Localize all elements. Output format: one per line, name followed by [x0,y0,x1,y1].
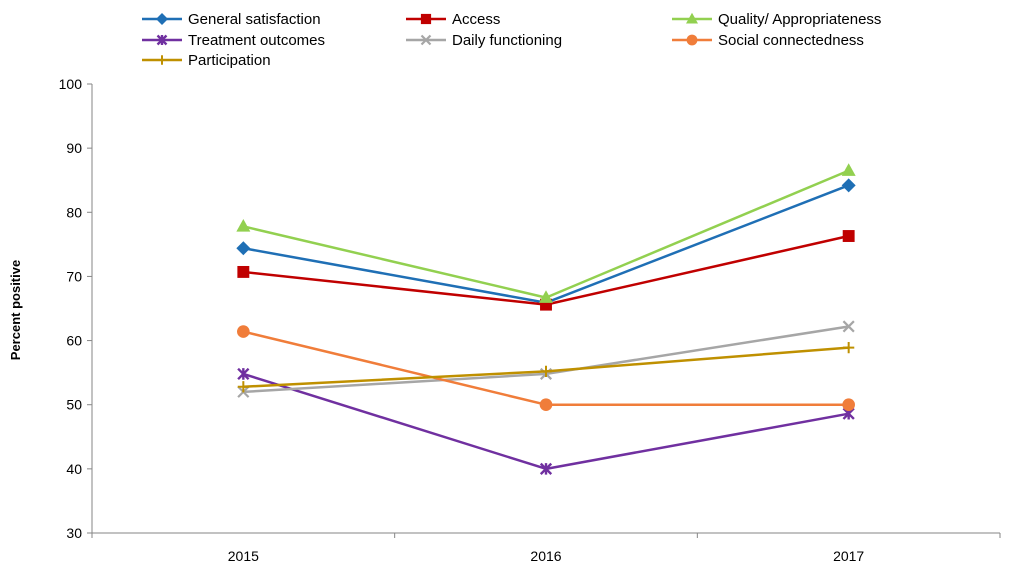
data-point-marker [236,219,251,232]
series-line [243,184,850,304]
data-point-marker [841,178,856,193]
x-axis: 2015 2016 2017 [91,532,1001,564]
data-point-marker [842,398,855,412]
data-point-marker [686,34,698,46]
data-point-marker [540,298,552,311]
y-tick-label: 100 [59,76,83,92]
data-point-marker [237,265,250,278]
legend-item: Quality/ Appropriateness [672,11,881,28]
legend-item: Social connectedness [672,32,864,49]
data-point-marker [539,290,553,303]
y-tick-label: 80 [66,204,82,220]
y-tick-label: 50 [66,397,82,413]
data-point-marker [156,13,168,25]
legend-item: General satisfaction [142,11,321,28]
legend-label: General satisfaction [188,11,321,28]
data-point-marker [686,12,698,24]
series-general-satisfaction [236,178,856,310]
series-access [237,230,855,311]
y-tick-label: 40 [66,461,82,477]
legend-label: Participation [188,52,271,69]
series-treatment-outcomes [237,367,855,475]
data-point-marker [237,325,250,338]
legend: General satisfaction Access Quality/ Appro… [142,11,881,69]
data-point-marker [843,342,855,354]
data-point-marker [237,367,250,381]
series-line [242,372,849,471]
y-tick-label: 90 [66,140,82,156]
series-daily-functioning [237,320,855,398]
x-tick-label: 2017 [833,548,864,564]
legend-item: Participation [142,52,271,69]
legend-label: Treatment outcomes [188,32,325,49]
legend-item: Treatment outcomes [142,32,325,49]
series-line [243,169,850,299]
series-quality-appropriateness [236,163,856,303]
data-point-marker [157,55,167,65]
data-point-marker [842,320,855,333]
data-point-marker [236,241,251,256]
legend-label: Daily functioning [452,32,562,49]
y-tick-label: 60 [66,333,82,349]
data-point-marker [842,230,855,242]
data-point-marker [540,365,552,377]
data-point-marker [237,381,249,393]
legend-label: Social connectedness [718,32,864,49]
data-point-marker [420,34,432,46]
legend-item: Access [406,11,500,28]
legend-label: Access [452,11,500,28]
data-point-marker [539,398,553,412]
x-tick-label: 2016 [530,548,561,564]
series-social-connectedness [237,325,855,412]
x-tick-label: 2015 [228,548,259,564]
legend-label: Quality/ Appropriateness [718,11,881,28]
data-point-marker [841,163,856,176]
y-tick-label: 30 [66,525,82,541]
plot-area [236,163,856,475]
data-point-marker [420,13,432,25]
data-point-marker [539,462,553,475]
y-axis-title: Percent positive [8,260,23,360]
legend-item: Daily functioning [406,32,562,49]
y-tick-label: 70 [66,268,82,284]
data-point-marker [156,34,168,46]
y-axis: 30 40 50 60 70 80 90 100 [59,76,93,541]
series-participation [237,342,855,393]
